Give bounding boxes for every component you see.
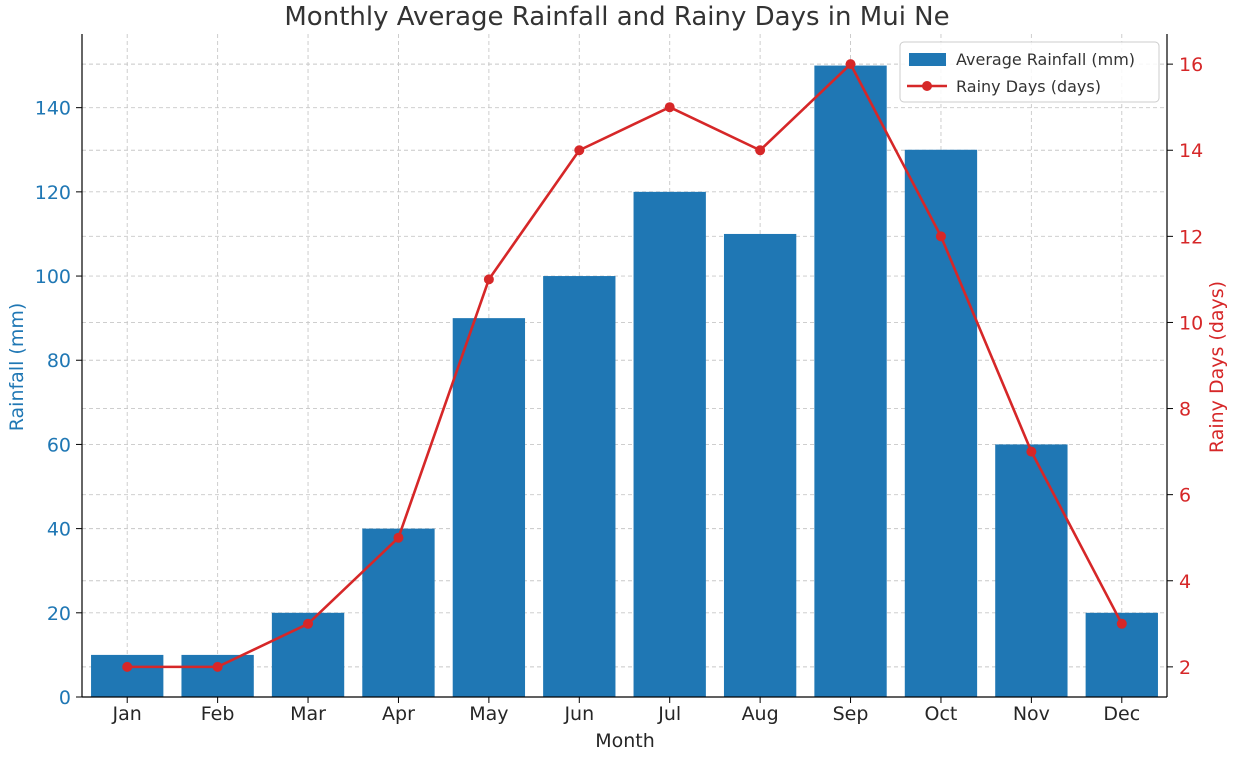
rainfall-bar [995, 444, 1068, 697]
rainy-days-point [483, 274, 494, 285]
legend-swatch-marker [922, 81, 932, 91]
y-left-tick-label: 40 [47, 519, 71, 541]
y-left-tick-label: 120 [35, 182, 71, 204]
axes [76, 34, 1173, 703]
chart-title: Monthly Average Rainfall and Rainy Days … [284, 2, 949, 32]
rainfall-bars [91, 65, 1158, 698]
y-right-tick-label: 2 [1179, 657, 1191, 679]
rainy-days-point [574, 145, 585, 156]
legend-label-rainfall: Average Rainfall (mm) [956, 50, 1135, 69]
y-left-tick-label: 60 [47, 434, 71, 456]
y-left-tick-label: 0 [59, 687, 71, 709]
legend-swatch-bar [909, 53, 946, 66]
x-tick-label: Apr [382, 703, 415, 725]
tick-labels: 0 20 40 60 80 100 120 140 2 4 6 8 10 12 14 16 Jan Feb Mar A… [35, 54, 1203, 725]
x-tick-label: Jul [657, 703, 681, 725]
rainy-days-point [303, 618, 314, 629]
rainfall-bar [362, 528, 435, 697]
x-tick-label: Jan [112, 703, 142, 725]
rainfall-bar [543, 276, 616, 697]
rainy-days-point [935, 231, 946, 242]
y-right-tick-label: 16 [1179, 54, 1203, 76]
rainfall-bar [91, 654, 164, 697]
rainy-days-point [755, 145, 766, 156]
x-tick-label: Jun [563, 703, 594, 725]
y-right-tick-label: 14 [1179, 140, 1203, 162]
x-tick-label: Mar [290, 703, 326, 725]
y-axis-right-label: Rainy Days (days) [1206, 281, 1228, 453]
legend-box [899, 41, 1160, 103]
rainfall-bar [633, 191, 706, 697]
y-right-tick-label: 12 [1179, 226, 1203, 248]
rainy-days-polyline [127, 62, 1123, 669]
x-tick-label: May [469, 703, 508, 725]
x-tick-label: Aug [742, 703, 779, 725]
y-right-tick-label: 4 [1179, 571, 1191, 593]
rainy-days-point [212, 661, 223, 672]
y-left-tick-label: 140 [35, 98, 71, 120]
rainy-days-point [664, 102, 675, 113]
rainfall-bar [723, 233, 797, 697]
y-right-tick-label: 8 [1179, 399, 1191, 421]
y-right-tick-label: 10 [1179, 312, 1203, 334]
legend-label-rainy-days: Rainy Days (days) [956, 77, 1101, 96]
rainfall-bar [814, 65, 887, 698]
x-tick-label: Nov [1013, 703, 1050, 725]
y-right-tick-label: 6 [1179, 485, 1191, 507]
rainfall-bar [181, 654, 254, 697]
x-tick-label: Sep [833, 703, 869, 725]
rainy-days-point [393, 532, 404, 543]
rainy-days-point [1026, 446, 1037, 457]
rainy-days-point [122, 661, 133, 672]
rainy-days-point [845, 59, 856, 70]
x-tick-label: Dec [1103, 703, 1140, 725]
rainfall-bar [452, 318, 526, 697]
rainy-days-point [1116, 618, 1127, 629]
x-tick-label: Feb [201, 703, 235, 725]
rainy-days-line [122, 59, 1127, 672]
y-axis-left-label: Rainfall (mm) [6, 303, 28, 432]
y-left-tick-label: 20 [47, 603, 71, 625]
y-left-tick-label: 100 [35, 266, 71, 288]
y-left-tick-label: 80 [47, 350, 71, 372]
x-axis-label: Month [595, 730, 655, 752]
legend: Average Rainfall (mm) Rainy Days (days) [899, 41, 1160, 103]
x-tick-label: Oct [925, 703, 958, 725]
